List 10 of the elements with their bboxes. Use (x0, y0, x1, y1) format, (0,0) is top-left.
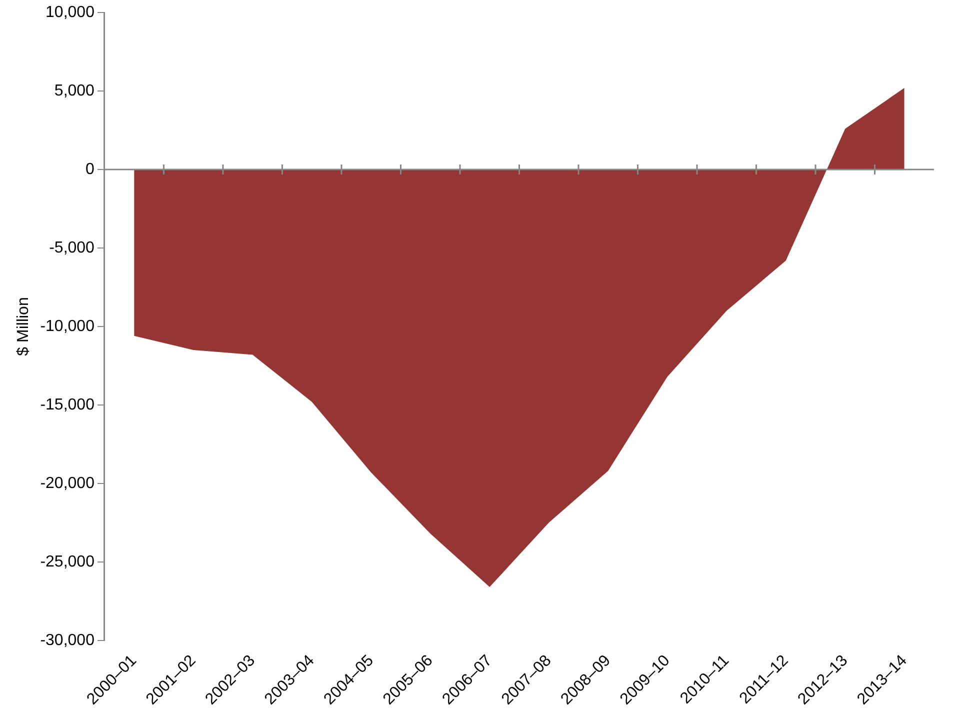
y-axis-title: $ Million (15, 297, 32, 356)
y-tick-label: -25,000 (40, 553, 95, 570)
y-tick-label: 0 (86, 160, 95, 178)
y-tick-label: -10,000 (40, 318, 95, 335)
y-tick-label: -30,000 (40, 632, 95, 649)
y-tick-label: -5,000 (49, 239, 95, 256)
y-tick-label: -15,000 (40, 396, 95, 414)
y-tick-label: 5,000 (54, 82, 95, 100)
y-tick-label: 10,000 (46, 4, 95, 22)
y-tick-label: -20,000 (40, 474, 95, 492)
